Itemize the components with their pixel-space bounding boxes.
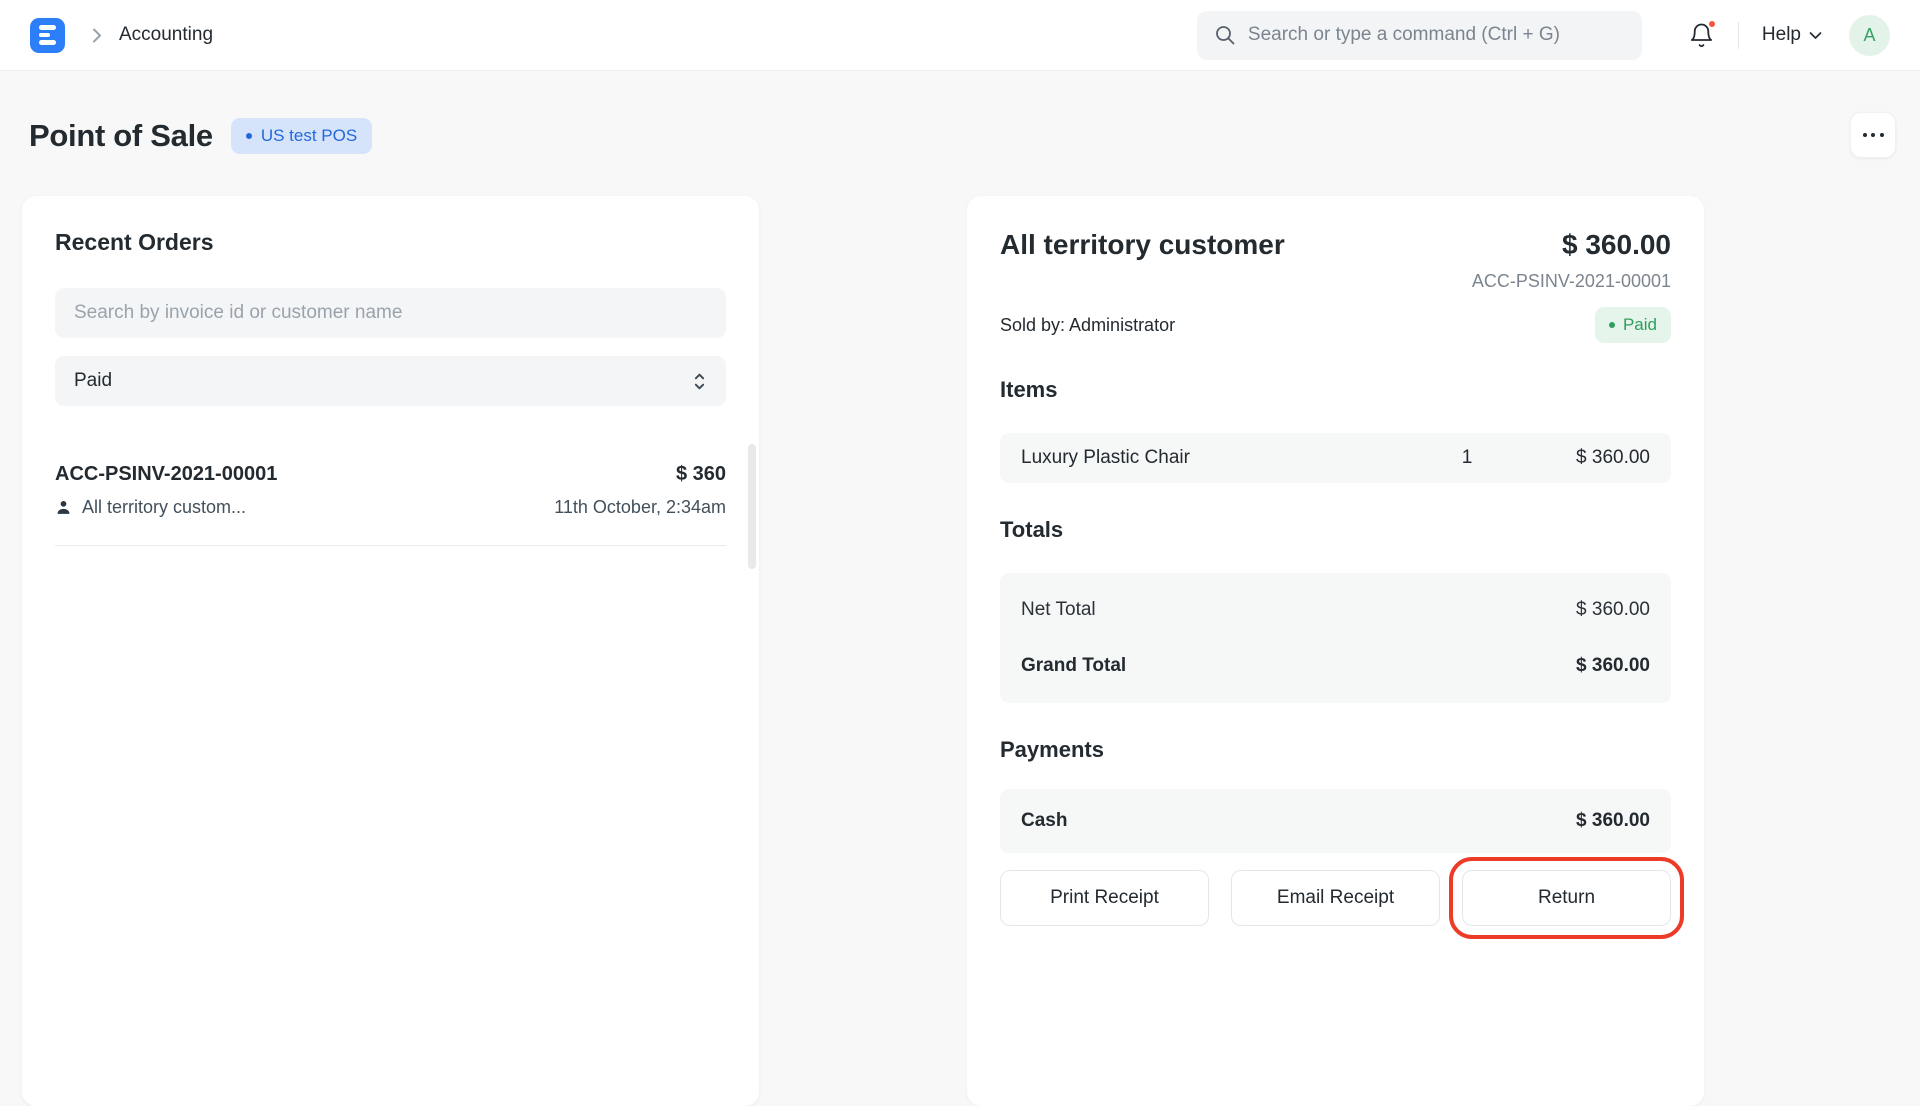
help-menu[interactable]: Help: [1762, 24, 1822, 46]
items-section-title: Items: [1000, 377, 1058, 402]
order-divider: [55, 545, 726, 546]
avatar-letter: A: [1863, 24, 1876, 45]
order-amount: $ 360: [675, 463, 726, 485]
invoice-id: ACC-PSINV-2021-00001: [1471, 271, 1671, 291]
print-receipt-button[interactable]: Print Receipt: [1000, 870, 1209, 926]
item-qty: 1: [1461, 447, 1473, 468]
order-invoice-id: ACC-PSINV-2021-00001: [55, 463, 278, 485]
bell-icon: [1688, 22, 1715, 49]
payments-section-title: Payments: [1000, 737, 1104, 762]
return-button[interactable]: Return: [1449, 857, 1684, 939]
ellipsis-icon: [1871, 133, 1875, 137]
person-icon: [55, 499, 72, 516]
recent-orders-title: Recent Orders: [55, 229, 214, 255]
logo-bar: [39, 40, 56, 45]
grand-total-value: $ 360.00: [1576, 655, 1650, 676]
badge-dot-icon: [245, 133, 252, 139]
order-customer: All territory custom...: [82, 497, 247, 517]
order-datetime: 11th October, 2:34am: [554, 497, 726, 517]
app-logo-icon[interactable]: [30, 17, 65, 53]
payment-row: Cash $ 360.00: [1000, 789, 1671, 853]
page-title: Point of Sale: [29, 118, 213, 153]
email-receipt-button[interactable]: Email Receipt: [1231, 870, 1440, 926]
global-search-input[interactable]: [1247, 24, 1625, 46]
item-name: Luxury Plastic Chair: [1021, 447, 1190, 468]
totals-section-title: Totals: [1000, 517, 1064, 542]
page-header: Point of Sale US test POS: [29, 118, 373, 154]
help-label: Help: [1761, 24, 1801, 45]
net-total-value: $ 360.00: [1576, 599, 1650, 620]
ellipsis-icon: [1862, 133, 1867, 137]
invoice-customer-name: All territory customer: [1000, 229, 1285, 260]
breadcrumb-accounting[interactable]: Accounting: [119, 24, 214, 45]
net-total-label: Net Total: [1021, 599, 1096, 620]
navbar-divider: [1737, 21, 1739, 49]
order-list-item[interactable]: ACC-PSINV-2021-00001 $ 360 All territory…: [55, 463, 726, 546]
pos-profile-label: US test POS: [260, 126, 358, 145]
invoice-sold-by: Sold by: Administrator: [1000, 314, 1176, 335]
grand-total-row: Grand Total $ 360.00: [1021, 638, 1650, 694]
net-total-row: Net Total $ 360.00: [1021, 582, 1650, 638]
status-dot-icon: [1608, 322, 1615, 328]
status-filter-select[interactable]: Paid: [55, 356, 726, 406]
search-icon: [1214, 24, 1236, 46]
chevron-up-down-icon: [692, 371, 707, 392]
recent-orders-panel: Recent Orders Paid ACC-PSINV-2021-00001 …: [22, 196, 759, 1106]
navbar-right: Help A: [1196, 10, 1890, 60]
orders-search-input[interactable]: [55, 288, 726, 338]
invoice-actions: Print Receipt Email Receipt Return: [1000, 857, 1684, 939]
page-menu-button[interactable]: [1850, 112, 1896, 158]
notification-dot: [1706, 18, 1717, 29]
chevron-down-icon: [1809, 31, 1822, 40]
chevron-right-icon: [92, 27, 102, 44]
user-avatar[interactable]: A: [1849, 14, 1890, 56]
navbar: Accounting Help A: [0, 0, 1920, 71]
logo-bar: [39, 25, 56, 30]
global-search[interactable]: [1196, 10, 1642, 60]
invoice-summary-panel: All territory customer $ 360.00 ACC-PSIN…: [967, 196, 1704, 1106]
status-filter-value: Paid: [74, 370, 113, 391]
totals-box: Net Total $ 360.00 Grand Total $ 360.00: [1000, 573, 1671, 703]
invoice-item-row: Luxury Plastic Chair 1 $ 360.00: [1000, 433, 1671, 483]
pos-profile-badge[interactable]: US test POS: [230, 118, 373, 154]
logo-bar: [39, 32, 50, 38]
item-amount: $ 360.00: [1576, 447, 1650, 468]
payment-amount: $ 360.00: [1576, 810, 1650, 831]
orders-scrollbar[interactable]: [748, 444, 756, 569]
invoice-grand-total: $ 360.00: [1562, 229, 1671, 260]
order-list: ACC-PSINV-2021-00001 $ 360 All territory…: [55, 463, 726, 546]
ellipsis-icon: [1879, 133, 1884, 137]
notifications-button[interactable]: [1688, 18, 1717, 49]
grand-total-label: Grand Total: [1021, 655, 1127, 676]
invoice-status-badge: Paid: [1594, 307, 1671, 343]
invoice-status-label: Paid: [1622, 315, 1657, 334]
payment-method-label: Cash: [1021, 810, 1068, 831]
